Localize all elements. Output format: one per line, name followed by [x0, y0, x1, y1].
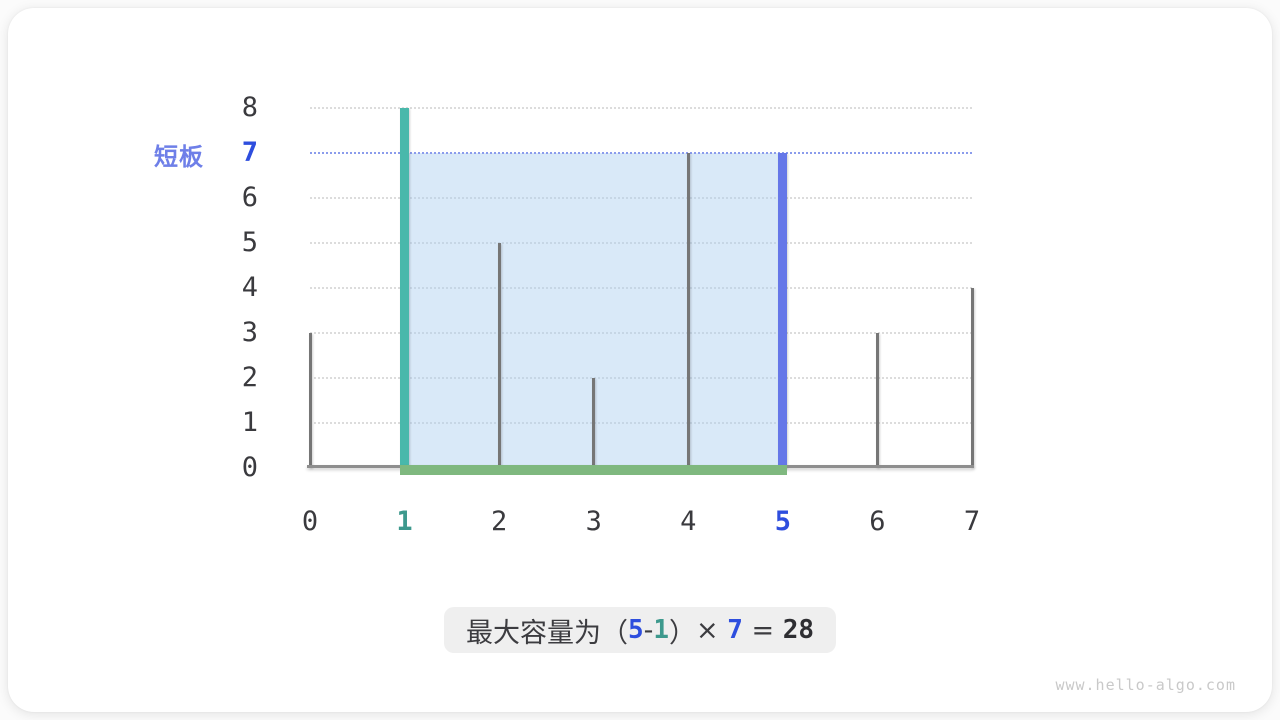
bar-6 [875, 333, 879, 468]
plot-area [307, 107, 974, 475]
y-tick-1: 1 [241, 407, 258, 438]
y-tick-2: 2 [241, 362, 258, 393]
gridline-y8 [310, 107, 972, 109]
x-tick-5: 5 [774, 506, 791, 537]
x-tick-7: 7 [963, 506, 981, 537]
x-tick-3: 3 [585, 506, 602, 537]
x-tick-6: 6 [869, 506, 886, 537]
x-tick-0: 0 [301, 506, 319, 537]
gridline-y6 [310, 197, 972, 199]
caption-segment-2: - [643, 614, 654, 646]
caption-segment-8: 28 [782, 615, 815, 645]
gridline-y4 [310, 287, 972, 289]
bar-7 [970, 288, 974, 468]
y-tick-7: 7 [241, 137, 258, 168]
bar-2 [497, 243, 501, 468]
caption-segment-6: 7 [727, 615, 743, 645]
width-highlight-bar [400, 465, 788, 475]
bar-4 [686, 153, 690, 468]
caption-segment-3: 1 [653, 615, 670, 645]
watermark: www.hello-algo.com [1055, 676, 1236, 694]
left-pointer-bar [400, 108, 410, 468]
y-tick-4: 4 [241, 272, 258, 303]
y-tick-6: 6 [241, 182, 258, 213]
capacity-caption: 最大容量为（ 5-1） × 7 = 28 [443, 607, 837, 653]
gridline-y5 [310, 242, 972, 244]
gridline-y1 [310, 422, 972, 424]
right-pointer-bar [778, 153, 788, 468]
x-tick-1: 1 [396, 506, 413, 537]
gridline-y2 [310, 377, 972, 379]
bar-0 [308, 333, 312, 468]
caption-segment-4: ） [669, 617, 697, 649]
bar-3 [592, 378, 596, 468]
caption-segment-5: × [696, 614, 728, 646]
y-tick-0: 0 [241, 452, 258, 483]
y-tick-5: 5 [241, 227, 258, 258]
water-level-line [310, 152, 972, 154]
x-tick-2: 2 [491, 506, 508, 537]
caption-segment-7: = [742, 614, 783, 646]
gridline-y3 [310, 332, 972, 334]
x-tick-4: 4 [680, 506, 697, 537]
caption-segment-1: 5 [627, 615, 644, 645]
y-tick-8: 8 [241, 92, 258, 123]
short-board-label: 短板 [154, 143, 204, 171]
caption-segment-0: 最大容量为（ [465, 617, 628, 649]
y-tick-3: 3 [241, 317, 258, 348]
